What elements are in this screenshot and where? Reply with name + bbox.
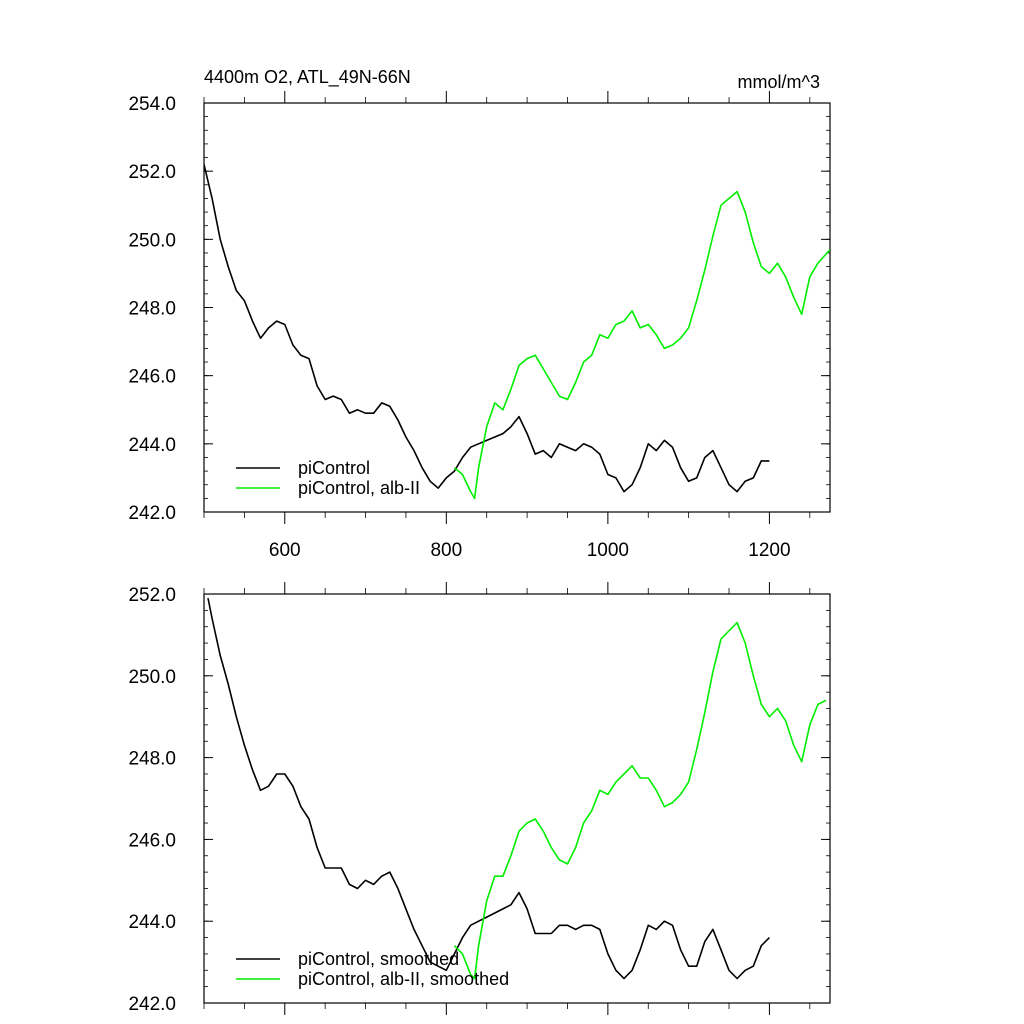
series-line-0	[204, 164, 770, 493]
chart-title: 4400m O2, ATL_49N-66N	[204, 67, 411, 88]
plot-frame	[203, 102, 831, 513]
legend-label: piControl	[298, 458, 370, 478]
y-tick-label: 248.0	[128, 299, 176, 320]
bottom-panel: 242.0 244.0 246.0 248.0 250.0 252.0 piControl,…	[128, 582, 831, 1015]
x-tick-label: 600	[269, 540, 301, 561]
x-tick-label: 1200	[748, 540, 790, 561]
units-label: mmol/m^3	[738, 72, 820, 92]
plot-frame	[203, 593, 831, 1004]
legend-label: piControl, alb-II, smoothed	[298, 969, 509, 989]
y-tick-label: 244.0	[128, 912, 176, 933]
y-tick-label: 250.0	[128, 667, 176, 688]
legend-label: piControl, smoothed	[298, 949, 459, 969]
series-line-1	[453, 621, 827, 980]
legend-label: piControl, alb-II	[298, 478, 420, 498]
y-tick-label: 252.0	[128, 585, 176, 606]
y-tick-label: 252.0	[128, 162, 176, 183]
y-tick-label: 242.0	[128, 994, 176, 1015]
y-tick-label: 254.0	[128, 94, 176, 115]
y-tick-label: 244.0	[128, 435, 176, 456]
x-tick-label: 1000	[587, 540, 629, 561]
top-panel: 242.0 244.0 246.0 248.0 250.0 252.0 254.0 600 80…	[128, 67, 831, 561]
series-line-1	[453, 190, 830, 500]
y-tick-label: 246.0	[128, 830, 176, 851]
y-tick-label: 248.0	[128, 749, 176, 770]
series-line-0	[207, 597, 770, 980]
y-tick-label: 242.0	[128, 503, 176, 524]
y-tick-label: 246.0	[128, 367, 176, 388]
x-tick-label: 800	[430, 540, 462, 561]
y-tick-label: 250.0	[128, 230, 176, 251]
